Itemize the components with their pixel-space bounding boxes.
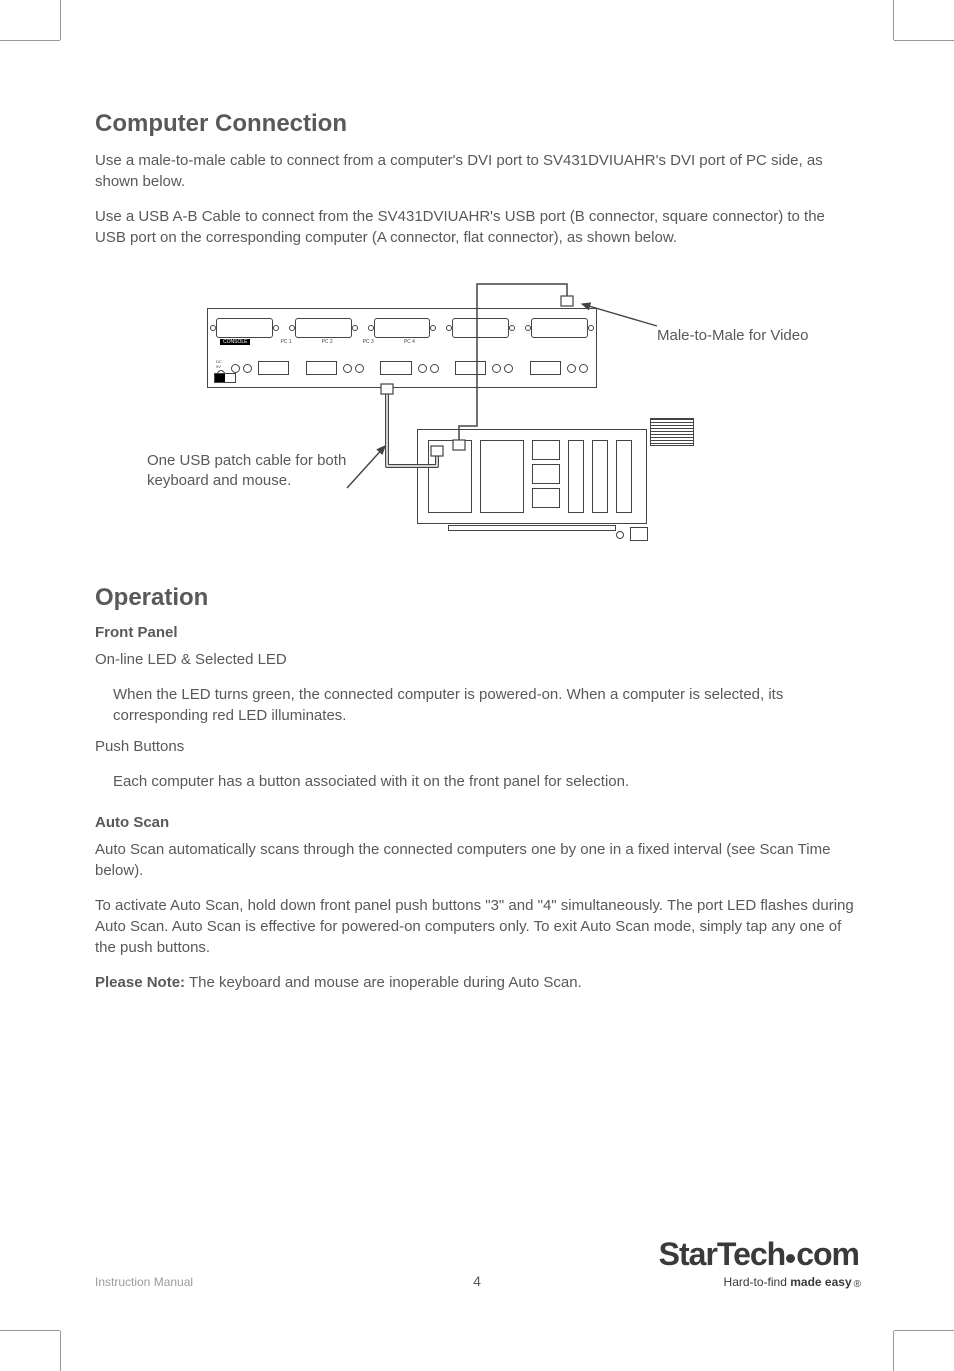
page-root: Computer Connection Use a male-to-male c… <box>0 0 954 1371</box>
note-body: The keyboard and mouse are inoperable du… <box>185 974 582 991</box>
logo-part1: StarTech <box>659 1236 786 1272</box>
text-online-led-head: On-line LED & Selected LED <box>95 649 859 670</box>
paragraph: Auto Scan automatically scans through th… <box>95 839 859 881</box>
registered-mark: ® <box>854 1279 861 1290</box>
startech-logo: StarTech com Hard-to-find made easy® <box>659 1236 859 1289</box>
logo-part2: com <box>796 1236 859 1272</box>
text-push-buttons-body: Each computer has a button associated wi… <box>95 771 859 792</box>
crop-mark <box>0 40 60 41</box>
section-title-operation: Operation <box>95 584 859 612</box>
footer-label: Instruction Manual <box>95 1275 193 1289</box>
crop-mark <box>893 1331 894 1371</box>
note-label: Please Note: <box>95 974 185 991</box>
logo-text: StarTech com <box>659 1236 859 1273</box>
subhead-auto-scan: Auto Scan <box>95 814 859 831</box>
page-number: 4 <box>473 1273 481 1289</box>
subhead-front-panel: Front Panel <box>95 624 859 641</box>
crop-mark <box>60 0 61 40</box>
connection-diagram: CONSOLE PC 1 PC 2 PC 3 PC 4 DC 9V <box>137 266 817 546</box>
tagline-bold: made easy <box>790 1275 851 1289</box>
crop-mark <box>894 1330 954 1331</box>
diagram-label-video: Male-to-Male for Video <box>657 326 817 346</box>
crop-mark <box>0 1330 60 1331</box>
crop-mark <box>893 0 894 40</box>
paragraph: Use a male-to-male cable to connect from… <box>95 150 859 192</box>
page-footer: Instruction Manual 4 StarTech com Hard-to… <box>95 1236 859 1289</box>
paragraph: Use a USB A-B Cable to connect from the … <box>95 206 859 248</box>
crop-mark <box>894 40 954 41</box>
paragraph: To activate Auto Scan, hold down front p… <box>95 895 859 958</box>
note-paragraph: Please Note: The keyboard and mouse are … <box>95 972 859 993</box>
logo-tagline: Hard-to-find made easy® <box>659 1275 859 1289</box>
text-online-led-body: When the LED turns green, the connected … <box>95 684 859 726</box>
diagram-label-usb: One USB patch cable for both keyboard an… <box>147 451 377 490</box>
crop-mark <box>60 1331 61 1371</box>
cable-arrows-svg <box>137 266 817 546</box>
text-push-buttons-head: Push Buttons <box>95 736 859 757</box>
logo-dot-icon <box>786 1254 795 1263</box>
section-title-computer-connection: Computer Connection <box>95 110 859 138</box>
tagline-prefix: Hard-to-find <box>724 1275 791 1289</box>
